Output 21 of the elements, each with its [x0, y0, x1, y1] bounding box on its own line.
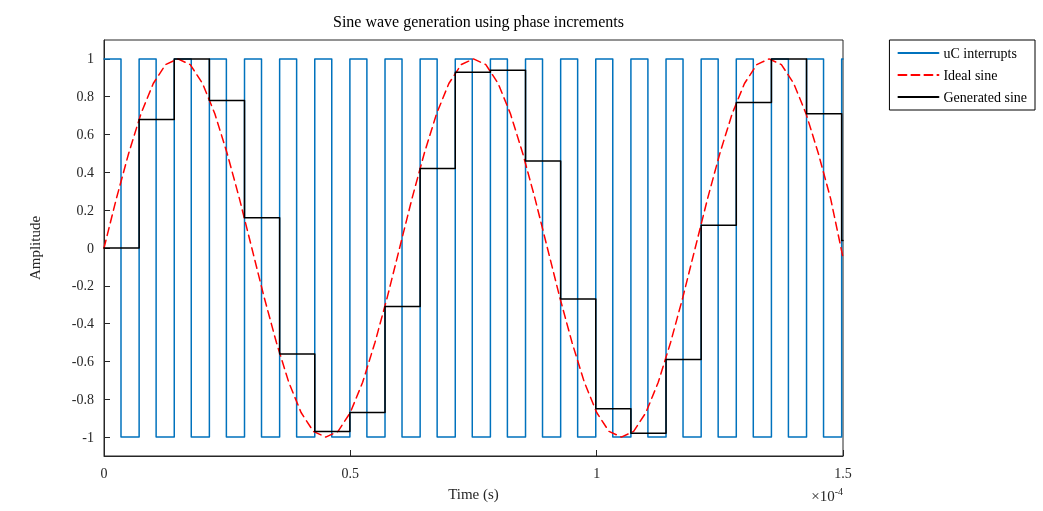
y-tick-label: 0.8 — [76, 89, 94, 105]
x-tick-label: 0 — [100, 465, 108, 481]
y-tick-label: -0.4 — [71, 316, 94, 332]
legend-label: uC interrupts — [943, 45, 1017, 61]
y-tick-label: 0.4 — [76, 164, 94, 180]
y-tick-label: -0.8 — [71, 391, 94, 407]
x-tick-label: 1 — [593, 465, 601, 481]
y-tick-label: -1 — [82, 429, 94, 445]
y-axis-title: Amplitude — [26, 215, 43, 281]
x-axis-title: Time (s) — [448, 485, 499, 503]
chart-title: Sine wave generation using phase increments — [332, 12, 625, 31]
y-tick-label: 0.2 — [76, 202, 94, 218]
legend-label: Ideal sine — [943, 67, 998, 83]
y-tick-label: 1 — [87, 51, 94, 67]
y-tick-label: -0.6 — [71, 353, 94, 369]
y-tick-label: 0.6 — [76, 127, 94, 143]
x-tick-label: 1.5 — [834, 465, 852, 481]
y-tick-label: 0 — [87, 240, 94, 256]
y-tick-label: -0.2 — [71, 278, 94, 294]
x-tick-label: 0.5 — [341, 465, 360, 481]
legend-label: Generated sine — [943, 89, 1028, 105]
